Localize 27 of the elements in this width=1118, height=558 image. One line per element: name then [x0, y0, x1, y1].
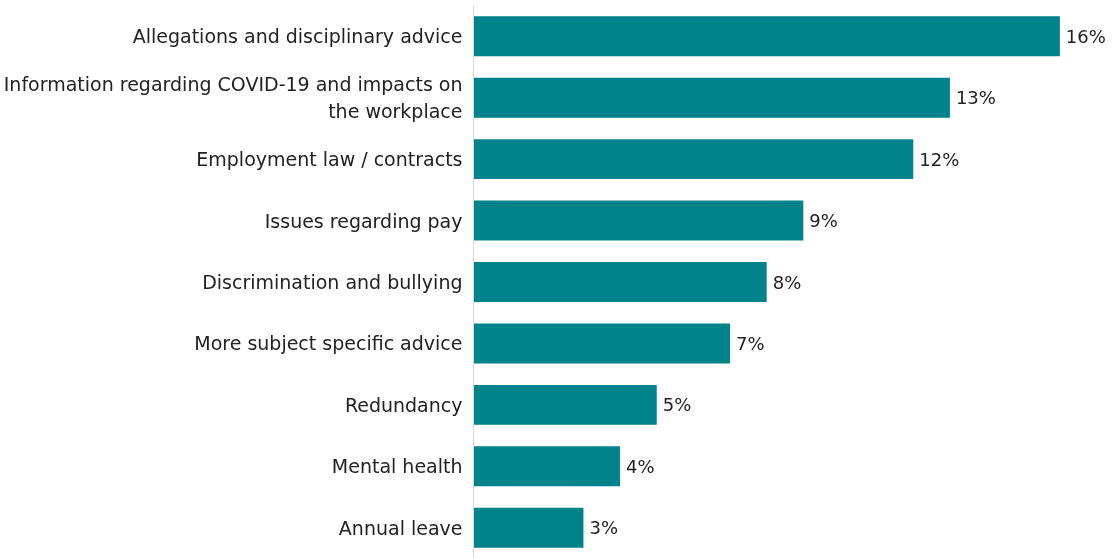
data-label: 3% [589, 517, 619, 539]
data-label: 9% [809, 210, 838, 232]
data-label: 5% [662, 394, 692, 416]
data-label: 12% [919, 148, 960, 170]
y-tick-label: Annual leave [338, 516, 463, 539]
bar [473, 262, 767, 302]
data-label: 4% [626, 455, 655, 477]
y-tick-label: Issues regarding pay [264, 209, 463, 232]
bar [473, 507, 584, 548]
data-label: 13% [955, 87, 996, 109]
bar [473, 384, 657, 425]
y-tick-label: Redundancy [344, 393, 463, 416]
bar [473, 200, 804, 241]
y-tick-label: Allegations and disciplinary advice [132, 25, 463, 48]
y-tick-label: Employment law / contracts [196, 148, 463, 171]
y-tick-label: Information regarding COVID-19 and impacts on the workplace [3, 73, 463, 122]
bar [473, 323, 731, 364]
bar [473, 77, 950, 118]
bar [473, 16, 1060, 57]
data-label: 16% [1065, 25, 1106, 47]
y-tick-label: More subject specific advice [194, 332, 463, 355]
bar [473, 139, 914, 180]
bar [473, 446, 621, 487]
data-label: 7% [736, 332, 765, 354]
data-label: 8% [772, 271, 802, 293]
y-tick-label: Mental health [331, 455, 463, 478]
y-tick-label: Discrimination and bullying [202, 271, 463, 293]
